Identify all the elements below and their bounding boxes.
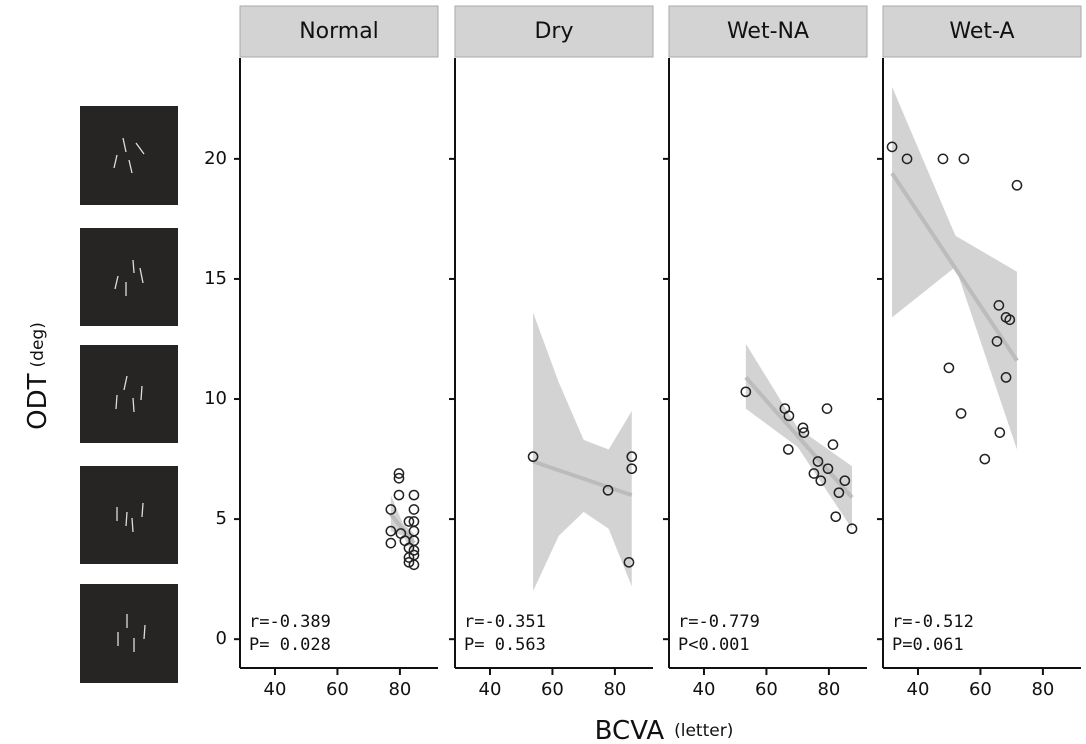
x-tick-label: 40: [479, 679, 502, 700]
data-point: [1000, 372, 1012, 383]
y-tick-label: 10: [204, 388, 227, 409]
strip: [239, 5, 439, 58]
x-axis-unit: (letter): [674, 721, 733, 741]
y-axis-title: ODT (deg): [23, 322, 53, 430]
stimulus-image: [80, 228, 178, 326]
fit-line: [744, 376, 854, 499]
data-point: [393, 472, 405, 484]
x-tick-label: 60: [326, 679, 349, 700]
data-point: [623, 556, 635, 568]
x-axis-title-text: BCVA: [595, 716, 665, 744]
data-point: [886, 141, 898, 153]
data-point: [385, 537, 397, 549]
panel-title: Dry: [534, 19, 573, 44]
data-point: [955, 408, 967, 419]
data-point: [408, 544, 420, 556]
stimulus-image: [80, 584, 178, 683]
data-point: [839, 475, 851, 487]
data-point: [943, 362, 955, 374]
confidence-band: [892, 86, 1017, 450]
fit-line: [532, 459, 633, 497]
x-tick-label: 60: [755, 679, 778, 700]
y-axis-title-text: ODT: [23, 373, 53, 429]
data-point: [393, 468, 405, 479]
data-point: [626, 463, 638, 475]
strip: [668, 5, 868, 58]
x-tick-label: 40: [693, 679, 716, 700]
annotation: P= 0.028: [249, 635, 331, 655]
data-point: [822, 463, 834, 475]
x-tick-label: 40: [264, 679, 287, 700]
data-point: [393, 489, 405, 501]
data-point: [937, 153, 949, 165]
data-point: [979, 453, 991, 465]
annotation: r=-0.351: [464, 612, 546, 632]
x-tick-label: 80: [1031, 679, 1054, 700]
data-point: [846, 523, 858, 535]
confidence-band: [390, 495, 414, 556]
annotation: r=-0.512: [892, 612, 974, 632]
data-point: [827, 439, 839, 451]
stimulus-image: [80, 106, 178, 205]
data-point: [808, 468, 820, 479]
y-tick-label: 15: [204, 268, 227, 289]
data-point: [385, 525, 397, 537]
annotation: r=-0.389: [249, 612, 331, 632]
data-point: [833, 487, 845, 499]
strip: [882, 5, 1082, 58]
stimulus-image: [80, 466, 178, 564]
annotation: P=0.061: [892, 635, 964, 655]
data-point: [994, 427, 1006, 438]
data-point: [782, 444, 794, 455]
data-point: [385, 504, 397, 515]
x-axis-title: BCVA (letter): [595, 716, 734, 744]
y-tick-label: 20: [204, 148, 227, 169]
data-point: [991, 336, 1003, 347]
data-point: [626, 451, 638, 463]
data-point: [527, 451, 539, 463]
data-point: [408, 559, 420, 571]
annotation: P= 0.563: [464, 635, 546, 655]
data-point: [1011, 179, 1023, 191]
stimulus-image: [80, 345, 178, 443]
data-point: [993, 300, 1005, 311]
x-tick-label: 80: [603, 679, 626, 700]
data-point: [812, 456, 824, 467]
data-point: [798, 427, 810, 438]
data-point: [797, 422, 809, 434]
panel-title: Normal: [299, 19, 379, 44]
data-point: [602, 484, 614, 496]
y-tick-label: 5: [216, 508, 227, 529]
annotation: P<0.001: [678, 635, 750, 655]
x-tick-label: 40: [907, 679, 930, 700]
data-point: [783, 410, 795, 422]
data-point: [408, 504, 420, 515]
y-tick-label: 0: [216, 628, 227, 649]
x-tick-label: 80: [817, 679, 840, 700]
x-tick-label: 60: [541, 679, 564, 700]
confidence-band: [533, 312, 632, 592]
data-point: [821, 403, 833, 414]
data-point: [403, 556, 415, 568]
data-point: [403, 552, 415, 563]
x-tick-label: 60: [969, 679, 992, 700]
data-point: [408, 489, 420, 501]
stimulus-images: [80, 106, 178, 683]
fit-line: [890, 172, 1019, 362]
panel-title: Wet-NA: [727, 19, 809, 44]
data-point: [830, 511, 842, 523]
data-point: [958, 153, 970, 165]
x-tick-label: 80: [388, 679, 411, 700]
data-point: [901, 153, 913, 165]
annotation: r=-0.779: [678, 612, 760, 632]
data-point: [740, 386, 752, 398]
data-point: [1004, 314, 1016, 326]
data-point: [815, 475, 827, 487]
y-axis-unit: (deg): [28, 322, 48, 367]
data-point: [403, 516, 415, 527]
panel-title: Wet-A: [949, 19, 1014, 44]
strip: [454, 5, 654, 58]
